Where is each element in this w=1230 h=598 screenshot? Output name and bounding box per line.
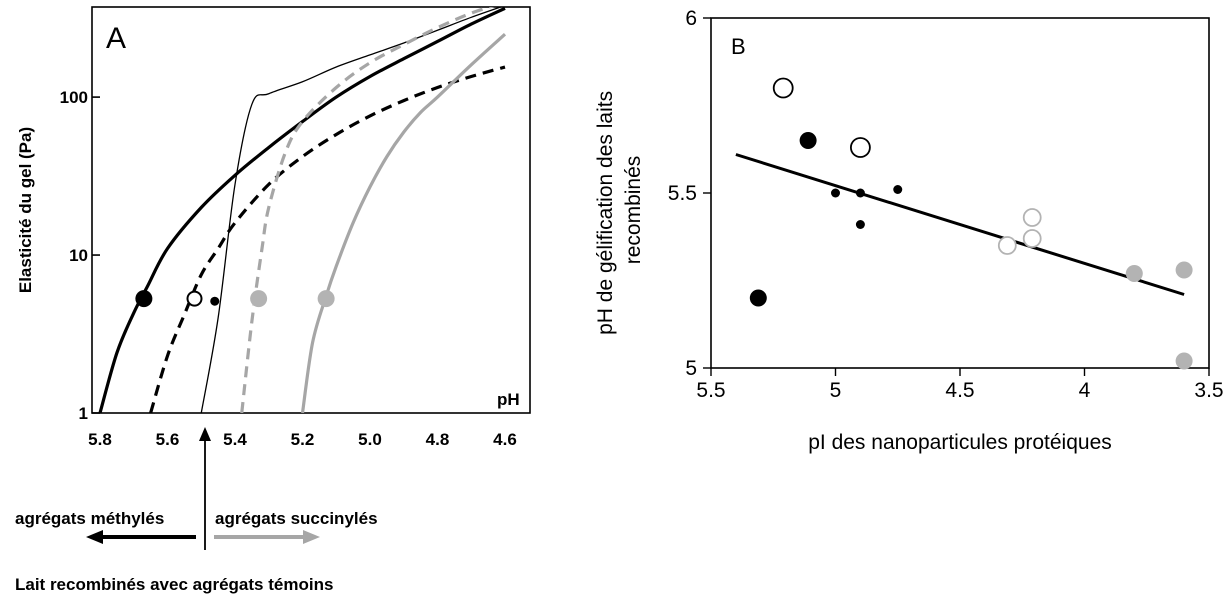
panel-a-x-tick-labels: 5.8 5.6 5.4 5.2 5.0 4.8 4.6	[88, 430, 517, 449]
panel-b-x-tick-label: 4	[1079, 379, 1091, 402]
panel-b-y-axis-label-line1: pH de gélification des laits	[594, 91, 617, 335]
panel-a-label: A	[106, 22, 126, 55]
panel-b-point-filled-black-large	[749, 289, 767, 307]
panel-a-markers	[135, 290, 335, 308]
panel-a-marker-filled-gray	[317, 290, 335, 308]
methylated-aggregates-label: agrégats méthylés	[15, 509, 164, 528]
panel-b-label: B	[731, 34, 746, 59]
panel-b-point-open-gray	[1022, 208, 1042, 227]
panel-b-frame	[710, 17, 1210, 369]
panel-a-x-axis-label: pH	[497, 390, 520, 409]
panel-a-marker-open-black	[186, 290, 203, 307]
panel-a-x-tick-label: 5.2	[291, 430, 315, 449]
panel-b-x-axis-label: pI des nanoparticules protéiques	[808, 431, 1112, 454]
succinylated-arrow-head	[303, 530, 320, 544]
panel-b-y-axis-label-line2: recombinés	[622, 156, 645, 265]
panel-a-marker-filled-black-large	[135, 290, 153, 308]
panel-b-point-filled-gray	[1175, 261, 1193, 279]
panel-b-x-tick-label: 5	[830, 379, 842, 402]
panel-a-y-tick-label: 1	[79, 404, 88, 423]
panel-a-y-axis-label: Elasticité du gel (Pa)	[16, 127, 35, 293]
panel-a-y-tick-labels: 1 10 100	[60, 88, 88, 423]
panel-a-curve-dashed-gray-thick	[240, 7, 495, 413]
panel-b-point-filled-black-large	[799, 132, 817, 149]
panel-b-point-filled-gray	[1125, 265, 1143, 282]
panel-a-y-tick-label: 100	[60, 88, 88, 107]
panel-a-x-tick-label: 5.0	[358, 430, 382, 449]
panel-b-y-tick-label: 5.5	[668, 182, 697, 205]
panel-a-marker-filled-gray	[250, 290, 268, 308]
panel-b-y-tick-labels: 55.56	[668, 7, 697, 380]
panel-b-y-tick-label: 6	[685, 7, 697, 30]
panel-b-point-filled-black-small	[831, 188, 840, 198]
panel-a-curve-solid-black-thick	[98, 7, 506, 413]
succinylated-aggregates-label: agrégats succinylés	[215, 509, 378, 528]
panel-a-x-tick-label: 5.4	[223, 430, 247, 449]
panel-b-point-filled-black-small	[855, 188, 865, 198]
panel-a-x-tick-label: 4.6	[493, 430, 517, 449]
panel-b-y-axis-label: pH de gélification des laits recombinés	[594, 85, 645, 335]
panel-a-x-tick-label: 5.8	[88, 430, 112, 449]
methylated-arrow-head	[86, 530, 103, 544]
panel-b-points	[749, 77, 1193, 370]
panel-a-curve-solid-black-thin	[200, 7, 503, 413]
panel-a-curves	[98, 7, 507, 413]
panel-b-point-filled-black-small	[855, 220, 865, 229]
panel-b-point-filled-black-small	[893, 185, 903, 194]
panel-a-frame	[91, 6, 531, 414]
panel-a-x-tick-label: 4.8	[426, 430, 450, 449]
panel-a-x-tick-label: 5.6	[156, 430, 180, 449]
panel-b-point-open-gray	[1022, 229, 1042, 248]
panel-b-x-tick-label: 5.5	[696, 379, 725, 402]
panel-b-y-tick-label: 5	[685, 357, 697, 380]
panel-b-point-open-black	[772, 77, 794, 99]
panel-b-regression	[735, 153, 1185, 296]
panel-b-x-tick-label: 3.5	[1194, 379, 1223, 402]
panel-b: 5.5 5 4.5 4 3.5 55.56 B pI des nanoparticule…	[594, 7, 1224, 454]
panel-a-curve-dashed-black-thick	[149, 65, 506, 413]
panel-a-marker-filled-black-small	[210, 296, 220, 306]
control-aggregates-label: Lait recombinés avec agrégats témoins	[15, 575, 333, 594]
panel-a-y-ticks	[92, 96, 100, 414]
panel-b-point-filled-gray	[1175, 352, 1193, 370]
panel-b-point-open-black	[850, 137, 871, 158]
panel-b-x-tick-labels: 5.5 5 4.5 4 3.5	[696, 379, 1223, 402]
panel-a-y-tick-label: 10	[69, 246, 88, 265]
panel-b-x-tick-label: 4.5	[945, 379, 974, 402]
control-arrow-head	[199, 427, 211, 441]
panel-b-ticks	[703, 17, 1210, 376]
panel-b-point-open-gray	[997, 236, 1017, 255]
panel-b-regression-line	[735, 153, 1185, 296]
panel-a: 5.8 5.6 5.4 5.2 5.0 4.8 4.6 1 10 100 A pH Elasti…	[15, 6, 531, 594]
